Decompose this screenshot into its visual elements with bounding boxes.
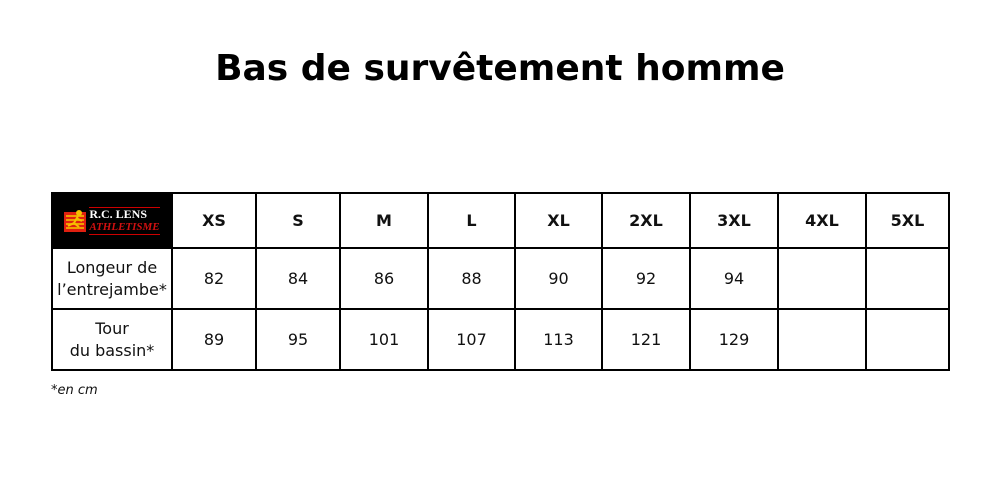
club-logo: R.C. LENS ATHLETISME [51, 192, 173, 249]
cell [777, 308, 867, 371]
cell [777, 247, 867, 310]
size-header: 4XL [777, 192, 867, 249]
size-header: S [255, 192, 341, 249]
cell: 101 [339, 308, 429, 371]
row-label-line1: Tour [95, 318, 129, 338]
row-label-line2: l’entrejambe* [57, 279, 167, 299]
size-header: 5XL [865, 192, 950, 249]
size-header: XS [171, 192, 257, 249]
row-label: Longeur de l’entrejambe* [51, 247, 173, 310]
size-header: M [339, 192, 429, 249]
row-label: Tour du bassin* [51, 308, 173, 371]
cell: 84 [255, 247, 341, 310]
row-label-line2: du bassin* [69, 340, 155, 360]
cell: 89 [171, 308, 257, 371]
cell: 129 [689, 308, 779, 371]
cell: 107 [427, 308, 516, 371]
table-row: Tour du bassin* 89 95 101 107 113 121 129 [51, 308, 950, 371]
header-row: R.C. LENS ATHLETISME XS S M L XL 2XL 3XL… [51, 192, 950, 249]
cell: 95 [255, 308, 341, 371]
cell: 88 [427, 247, 516, 310]
cell: 94 [689, 247, 779, 310]
size-table: R.C. LENS ATHLETISME XS S M L XL 2XL 3XL… [51, 192, 950, 371]
row-label-line1: Longeur de [66, 257, 158, 277]
logo-line1: R.C. LENS [89, 206, 160, 221]
size-header: 3XL [689, 192, 779, 249]
logo-line2: ATHLETISME [89, 220, 160, 235]
size-header: L [427, 192, 516, 249]
table-row: Longeur de l’entrejambe* 82 84 86 88 90 9… [51, 247, 950, 310]
cell: 121 [601, 308, 691, 371]
cell: 92 [601, 247, 691, 310]
footnote: *en cm [51, 383, 98, 398]
cell: 113 [514, 308, 603, 371]
size-header: 2XL [601, 192, 691, 249]
page-title: Bas de survêtement homme [215, 48, 785, 89]
cell [865, 308, 950, 371]
cell: 82 [171, 247, 257, 310]
cell [865, 247, 950, 310]
runner-icon [64, 209, 87, 232]
cell: 90 [514, 247, 603, 310]
cell: 86 [339, 247, 429, 310]
size-header: XL [514, 192, 603, 249]
